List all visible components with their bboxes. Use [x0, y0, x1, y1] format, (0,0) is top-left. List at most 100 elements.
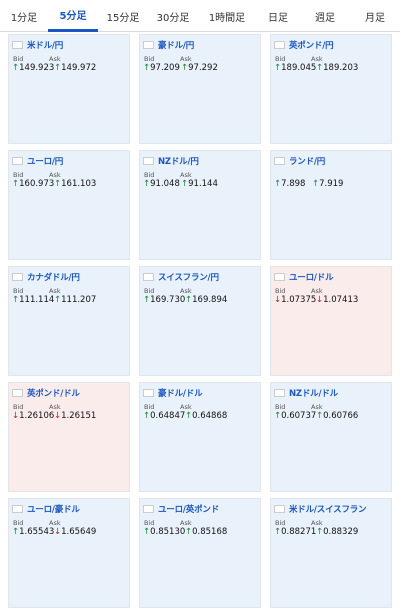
bid-arrow-icon: ↑	[12, 527, 20, 537]
currency-pair-name[interactable]: ユーロ/ドル	[289, 273, 334, 283]
bid-value: ↑0.64847	[143, 411, 185, 421]
price-chart[interactable]	[274, 541, 390, 603]
bid-price: 91.048	[150, 179, 180, 189]
price-chart[interactable]	[12, 193, 128, 255]
bid-label: Bid	[275, 287, 286, 295]
price-chart[interactable]	[12, 77, 128, 139]
tab-4[interactable]: 1時間足	[208, 12, 246, 24]
ask-value: ↓1.26151	[54, 411, 96, 421]
currency-card[interactable]: 1.0781.0771.07620:3021:3022:30 ユーロ/ドル Bid A…	[270, 266, 392, 376]
ask-price: 149.972	[61, 63, 97, 73]
currency-pair-name[interactable]: 豪ドル/ドル	[158, 389, 203, 399]
price-chart[interactable]	[274, 425, 390, 487]
bid-value: ↑0.60737	[274, 411, 316, 421]
bid-value: ↑0.88271	[274, 527, 316, 537]
currency-card[interactable]: 0.8820.880.87820:3021:3022:30 米ドル/スイスフランB…	[270, 498, 392, 608]
ask-arrow-icon: ↑	[54, 63, 62, 73]
bid-label: Bid	[144, 287, 155, 295]
currency-card[interactable]: 0.85150.8510.850520:3021:3022:30 ユーロ/英ポンド…	[139, 498, 261, 608]
tab-6[interactable]: 週足	[315, 12, 335, 24]
tab-0[interactable]: 1分足	[10, 12, 38, 24]
bid-label: Bid	[144, 171, 155, 179]
price-chart[interactable]	[12, 425, 128, 487]
ask-arrow-icon: ↑	[316, 527, 324, 537]
bid-value: ↑169.730	[143, 295, 185, 305]
ask-label: Ask	[180, 519, 192, 527]
currency-card[interactable]: 0.6520.6520:3021:3022:30豪ドル/ドルBidAsk↑0.6…	[139, 382, 261, 492]
ask-value: ↑149.972	[54, 63, 96, 73]
bid-price: 149.923	[19, 63, 55, 73]
card-header: 7.947.937.9220:3021:3022:30 ランド/円	[274, 155, 325, 167]
currency-pair-name[interactable]: カナダドル/円	[27, 273, 80, 283]
ask-label: Ask	[49, 287, 61, 295]
bid-label: Bid	[13, 55, 24, 63]
price-chart[interactable]	[274, 77, 390, 139]
ask-label: Ask	[311, 55, 323, 63]
tab-1[interactable]: 5分足	[48, 0, 98, 32]
tab-7[interactable]: 月足	[365, 12, 385, 24]
currency-pair-name[interactable]: NZドル/ドル	[289, 389, 338, 399]
currency-card[interactable]: 91.491.391.220:3021:3022:30NZドル/円BidAsk↑…	[139, 150, 261, 260]
us-flag: 0.8820.880.87820:3021:3022:30	[274, 505, 285, 513]
price-chart[interactable]	[143, 309, 259, 371]
currency-pair-name[interactable]: 米ドル/スイスフラン	[289, 505, 367, 515]
price-chart[interactable]	[274, 193, 390, 255]
currency-pair-name[interactable]: ランド/円	[289, 157, 326, 167]
ca-flag: 111.2111.120:3021:3022:30	[12, 273, 23, 281]
currency-pair-name[interactable]: NZドル/円	[158, 157, 199, 167]
ask-price: 0.64868	[192, 411, 228, 421]
price-chart[interactable]	[12, 541, 128, 603]
bid-label: Bid	[144, 403, 155, 411]
currency-card[interactable]: 7.947.937.9220:3021:3022:30ランド/円↑7.898↑7…	[270, 150, 392, 260]
ask-price: 7.919	[319, 179, 344, 189]
tab-5[interactable]: 日足	[268, 12, 288, 24]
price-chart[interactable]	[143, 541, 259, 603]
bid-label: Bid	[275, 403, 286, 411]
card-header: 1.2681.2661.2641.26220:3021:3022:30 英ポンド/…	[12, 387, 80, 399]
ask-label: Ask	[311, 287, 323, 295]
ch-flag: 170169.8169.620:3021:3022:30	[143, 273, 154, 281]
currency-pair-name[interactable]: 英ポンド/ドル	[27, 389, 80, 399]
candlestick-chart	[143, 193, 259, 255]
currency-pair-name[interactable]: スイスフラン/円	[158, 273, 219, 283]
currency-card[interactable]: 161.2161.116120:3021:3022:30ユーロ/円BidAsk↑…	[8, 150, 130, 260]
price-chart[interactable]	[143, 77, 259, 139]
ask-price: 169.894	[192, 295, 228, 305]
candlestick-chart	[274, 309, 390, 371]
currency-pair-name[interactable]: ユーロ/円	[27, 157, 64, 167]
ask-label: Ask	[49, 55, 61, 63]
ask-label: Ask	[311, 403, 323, 411]
bid-arrow-icon: ↑	[274, 63, 282, 73]
currency-card[interactable]: 97.697.597.420:3021:3022:30豪ドル/円BidAsk↑9…	[139, 34, 261, 144]
candlestick-chart	[12, 77, 128, 139]
price-chart[interactable]	[143, 425, 259, 487]
ask-label: Ask	[180, 55, 192, 63]
price-chart[interactable]	[12, 309, 128, 371]
ask-price: 1.65649	[61, 527, 97, 537]
currency-pair-name[interactable]: 米ドル/円	[27, 41, 64, 51]
bid-arrow-icon: ↑	[143, 295, 151, 305]
currency-pair-name[interactable]: ユーロ/英ポンド	[158, 505, 220, 515]
currency-card[interactable]: 1.6551.6541.6531.65220:3021:3022:30 ユーロ/豪…	[8, 498, 130, 608]
bid-price: 1.65543	[19, 527, 55, 537]
currency-card[interactable]: 111.2111.120:3021:3022:30カナダドル/円BidAsk↑1…	[8, 266, 130, 376]
ask-value: ↓1.65649	[54, 527, 96, 537]
ask-value: ↑97.292	[181, 63, 218, 73]
bid-value: ↑189.045	[274, 63, 316, 73]
currency-card[interactable]: 1.2681.2661.2641.26220:3021:3022:30 英ポンド/…	[8, 382, 130, 492]
currency-pair-name[interactable]: ユーロ/豪ドル	[27, 505, 80, 515]
ask-price: 1.26151	[61, 411, 97, 421]
card-header: 1.0781.0771.07620:3021:3022:30 ユーロ/ドル	[274, 271, 334, 283]
ask-price: 1.07413	[323, 295, 359, 305]
bid-arrow-icon: ↑	[12, 179, 20, 189]
price-chart[interactable]	[274, 309, 390, 371]
price-chart[interactable]	[143, 193, 259, 255]
currency-pair-name[interactable]: 英ポンド/円	[289, 41, 334, 51]
tab-2[interactable]: 15分足	[106, 12, 140, 24]
tab-3[interactable]: 30分足	[156, 12, 190, 24]
currency-pair-name[interactable]: 豪ドル/円	[158, 41, 195, 51]
